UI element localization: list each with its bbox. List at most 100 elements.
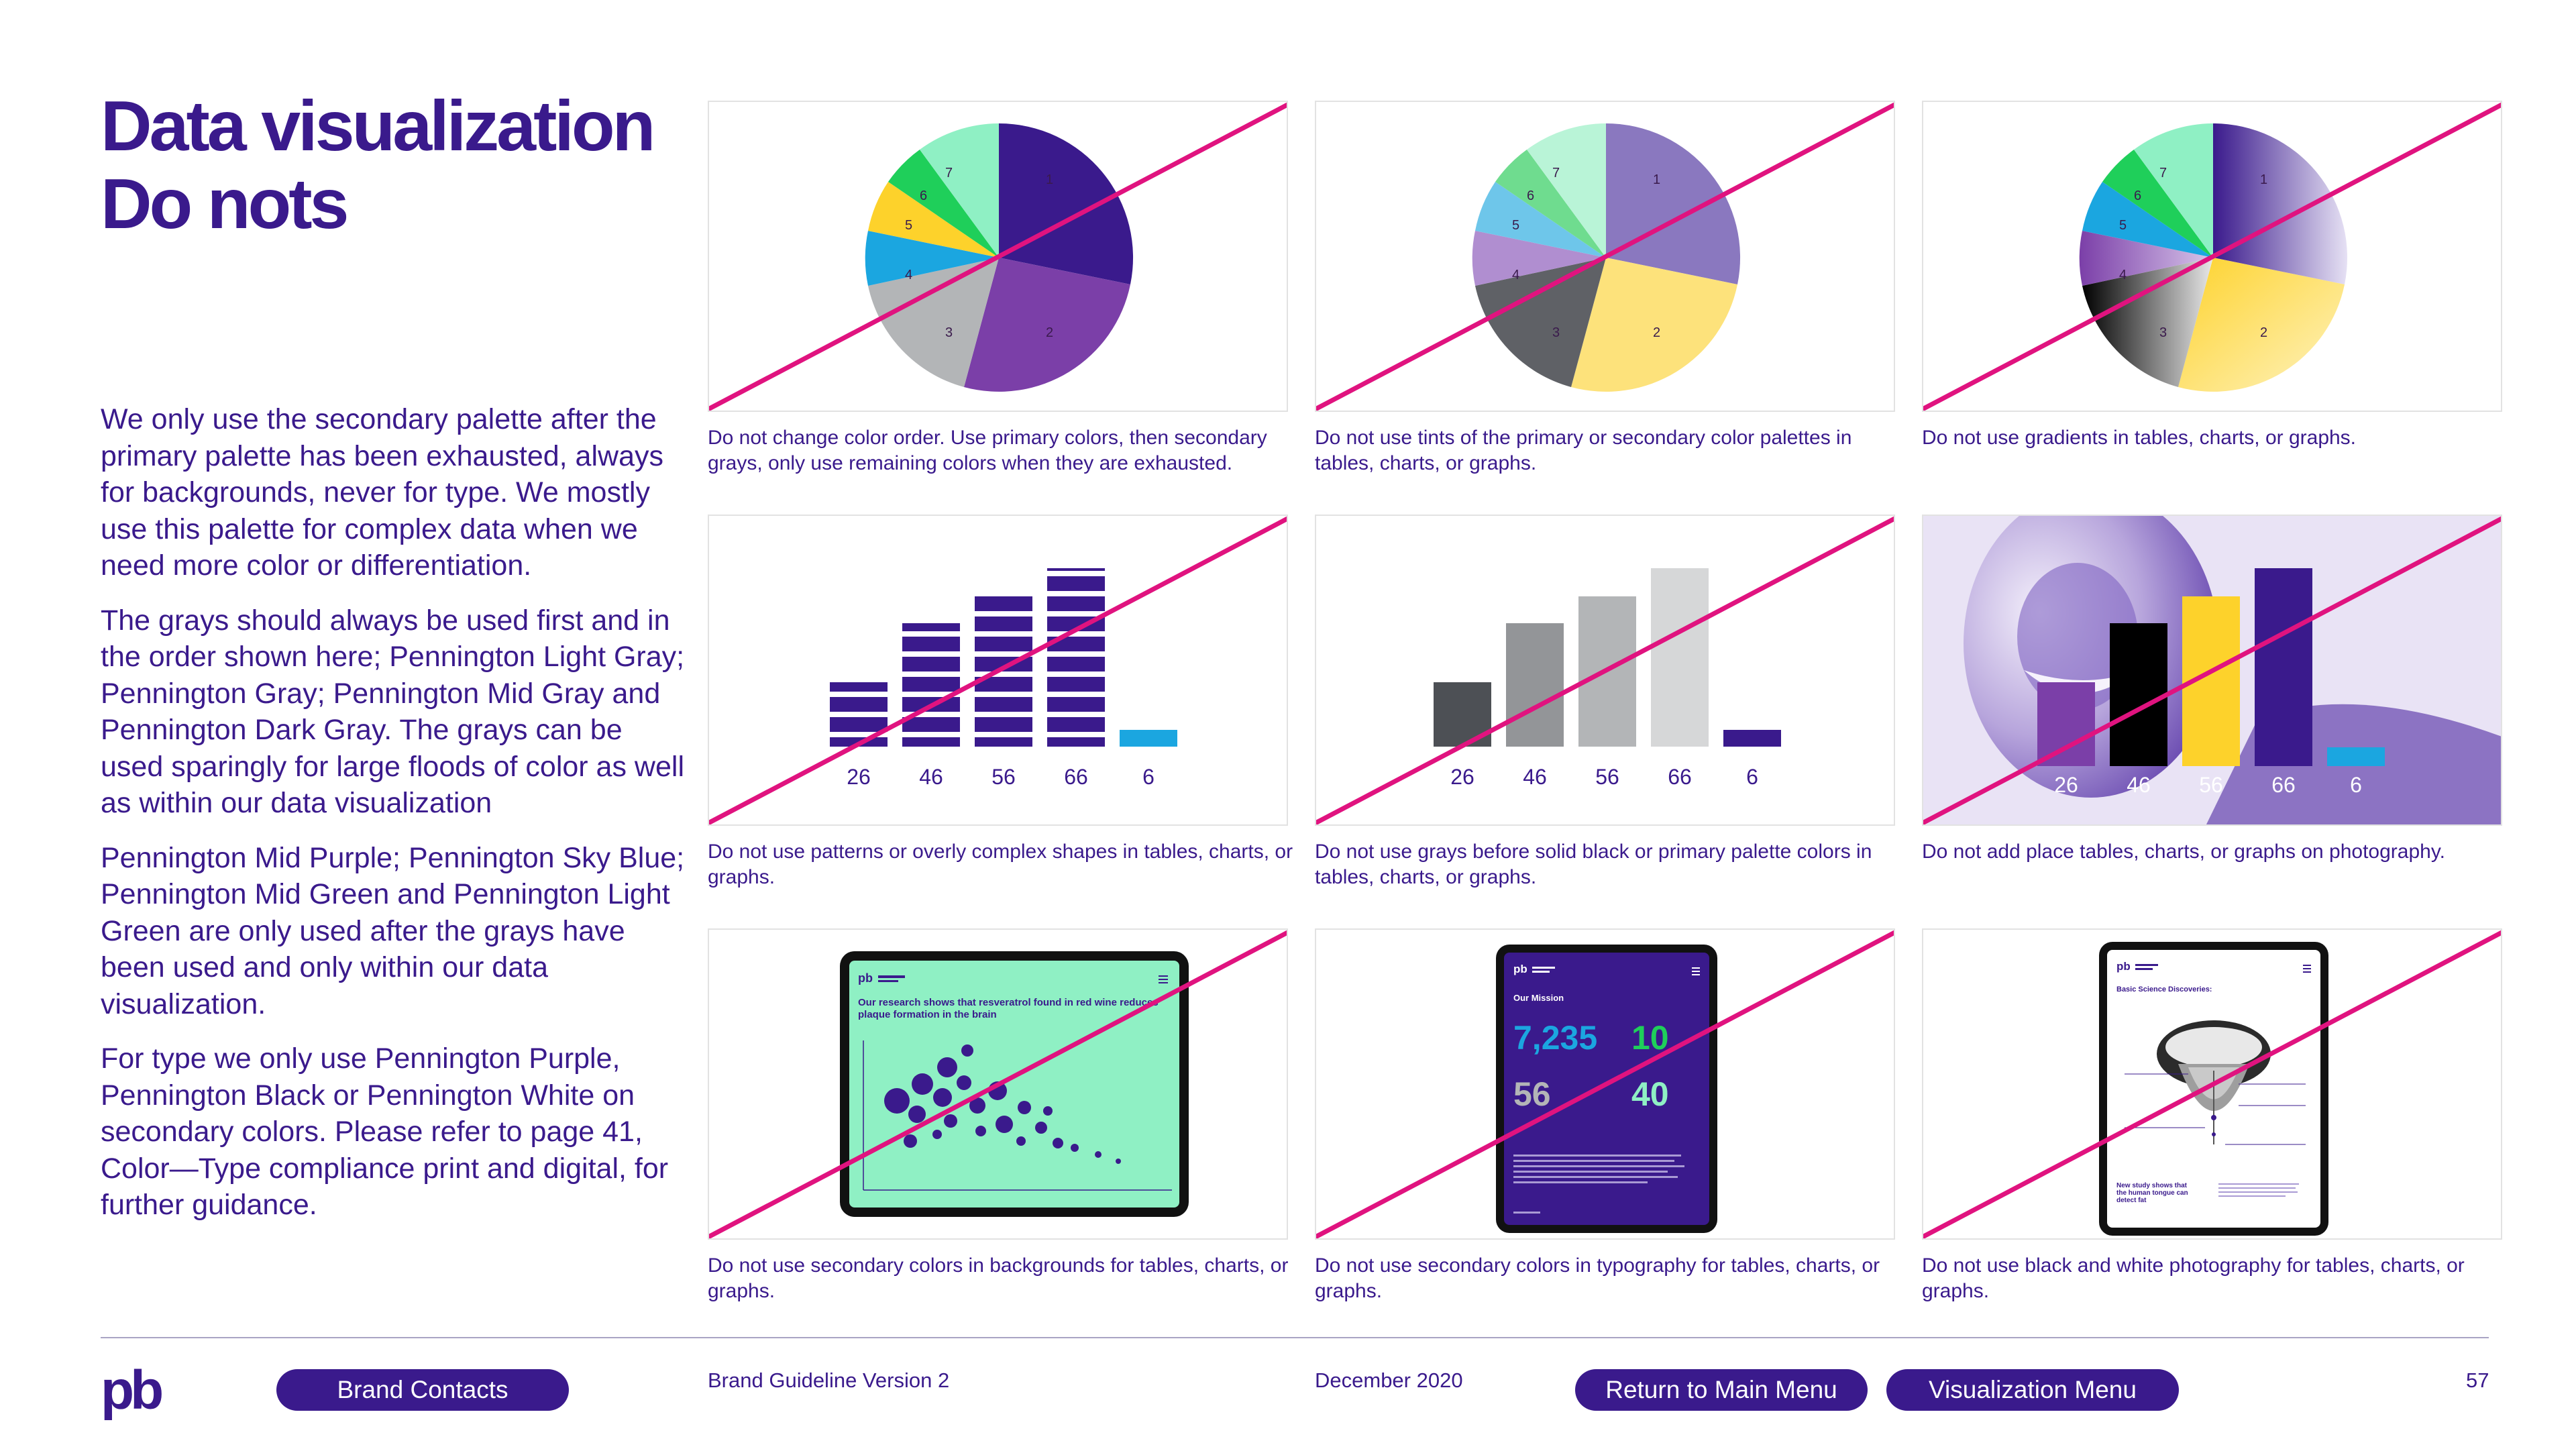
bar-label: 66 bbox=[2271, 773, 2296, 797]
example-panel-photography: 26 46 56 66 6 bbox=[1922, 515, 2502, 826]
bar-chart-on-photo: 26 46 56 66 6 bbox=[1923, 516, 2501, 824]
bar-label: 46 bbox=[1523, 765, 1547, 789]
pb-logo[interactable]: pb bbox=[101, 1360, 164, 1421]
strike-line bbox=[1316, 102, 1894, 411]
strike-line bbox=[1923, 930, 2501, 1238]
stat-value: 10 bbox=[1631, 1019, 1669, 1057]
pie-label: 1 bbox=[1653, 172, 1660, 187]
page-title: Data visualization Do nots bbox=[101, 87, 691, 243]
guideline-version: Brand Guideline Version 2 bbox=[708, 1368, 950, 1392]
bar-label: 6 bbox=[1746, 765, 1758, 789]
pie-label: 1 bbox=[1046, 172, 1053, 187]
bar-label: 66 bbox=[1668, 765, 1692, 789]
bar-label: 6 bbox=[2350, 773, 2362, 797]
publication-date: December 2020 bbox=[1315, 1368, 1463, 1392]
bar bbox=[1047, 568, 1105, 747]
bar-label: 26 bbox=[847, 765, 871, 789]
example-panel-color-order: 1 2 3 4 5 6 7 bbox=[708, 101, 1288, 412]
body-paragraph: The grays should always be used first an… bbox=[101, 604, 685, 820]
example-panel-secondary-background: pb Our research shows that resveratrol f… bbox=[708, 928, 1288, 1240]
bar-chart-grays: 26 46 56 66 6 bbox=[1316, 516, 1894, 824]
bar-label: 56 bbox=[991, 765, 1016, 789]
bar bbox=[902, 623, 960, 747]
pie-label: 6 bbox=[2134, 189, 2141, 203]
pie-label: 3 bbox=[2159, 325, 2167, 340]
example-panel-bw-photography: pb Basic Science Discoveries: New study … bbox=[1922, 928, 2502, 1240]
tablet-logo: pb bbox=[2116, 960, 2131, 973]
menu-icon bbox=[2303, 965, 2311, 973]
return-main-menu-button[interactable]: Return to Main Menu bbox=[1575, 1369, 1868, 1411]
stat-value: 56 bbox=[1513, 1075, 1551, 1113]
caption: Do not use secondary colors in typograph… bbox=[1315, 1254, 1880, 1302]
stat-value: 7,235 bbox=[1513, 1019, 1597, 1057]
bar bbox=[1120, 730, 1177, 747]
bar-label: 6 bbox=[1142, 765, 1155, 789]
bar-label: 26 bbox=[2054, 773, 2078, 797]
pie-label: 3 bbox=[945, 325, 953, 340]
pie-label: 2 bbox=[1046, 325, 1053, 340]
tablet-screen bbox=[1504, 953, 1709, 1225]
example-panel-grays-first: 26 46 56 66 6 bbox=[1315, 515, 1895, 826]
pie-label: 4 bbox=[905, 268, 912, 282]
bar bbox=[2037, 682, 2095, 766]
caption: Do not use grays before solid black or p… bbox=[1315, 841, 1872, 888]
bar bbox=[975, 596, 1032, 747]
tablet-heading: Our Mission bbox=[1513, 993, 1564, 1003]
bar-label: 26 bbox=[1450, 765, 1474, 789]
pie-label: 4 bbox=[1512, 268, 1519, 282]
pie-label: 6 bbox=[920, 189, 927, 203]
bar-label: 56 bbox=[1595, 765, 1619, 789]
bar-label: 46 bbox=[919, 765, 943, 789]
brand-contacts-button[interactable]: Brand Contacts bbox=[276, 1369, 569, 1411]
tablet-heading: Basic Science Discoveries: bbox=[2116, 985, 2212, 994]
pie-label: 4 bbox=[2119, 268, 2127, 282]
pie-label: 5 bbox=[905, 218, 912, 233]
strike-line bbox=[709, 102, 1287, 411]
tablet-heading: Our research shows that resveratrol foun… bbox=[858, 997, 1159, 1020]
title-line-1: Data visualization bbox=[101, 87, 655, 166]
menu-icon bbox=[1159, 975, 1168, 983]
body-paragraph: Pennington Mid Purple; Pennington Sky Bl… bbox=[101, 841, 685, 1020]
body-text: We only use the secondary palette after … bbox=[101, 401, 691, 1242]
visualization-menu-button[interactable]: Visualization Menu bbox=[1886, 1369, 2179, 1411]
tablet-screen bbox=[849, 961, 1179, 1208]
pie-label: 2 bbox=[1653, 325, 1660, 340]
pie-label: 7 bbox=[945, 166, 953, 180]
annotation-lines bbox=[2125, 1073, 2306, 1145]
title-line-2: Do nots bbox=[101, 164, 350, 244]
strike-line bbox=[1923, 102, 2501, 411]
footer-divider bbox=[101, 1337, 2489, 1338]
caption: Do not change color order. Use primary c… bbox=[708, 427, 1267, 474]
pie-label: 5 bbox=[1512, 218, 1519, 233]
pie-chart-tints: 1 2 3 4 5 6 7 bbox=[1316, 102, 1894, 411]
pie-chart-gradients: 1 2 3 4 5 6 7 bbox=[1923, 102, 2501, 411]
strike-line bbox=[709, 516, 1287, 824]
pie-chart-color-order: 1 2 3 4 5 6 7 bbox=[709, 102, 1287, 411]
body-paragraph: We only use the secondary palette after … bbox=[101, 403, 663, 582]
stat-value: 40 bbox=[1631, 1075, 1669, 1113]
pie-label: 1 bbox=[2260, 172, 2267, 187]
example-panel-tints: 1 2 3 4 5 6 7 bbox=[1315, 101, 1895, 412]
strike-line bbox=[1316, 930, 1894, 1238]
tablet-logo: pb bbox=[1513, 963, 1527, 975]
pie-label: 7 bbox=[1552, 166, 1560, 180]
example-panel-secondary-typography: pb Our Mission 7,235 10 56 40 bbox=[1315, 928, 1895, 1240]
strike-line bbox=[709, 930, 1287, 1238]
bar-label: 56 bbox=[2199, 773, 2223, 797]
caption: Do not use tints of the primary or secon… bbox=[1315, 427, 1852, 474]
body-lines bbox=[1513, 1155, 1684, 1214]
tablet-mockup-green: pb Our research shows that resveratrol f… bbox=[709, 930, 1287, 1238]
body-paragraph: For type we only use Pennington Purple, … bbox=[101, 1042, 669, 1221]
bar bbox=[1651, 568, 1709, 747]
bar-chart-patterns: 26 46 56 66 6 bbox=[709, 516, 1287, 824]
pie-label: 3 bbox=[1552, 325, 1560, 340]
tablet-logo: pb bbox=[858, 971, 873, 985]
bar bbox=[1506, 623, 1564, 747]
pie-label: 7 bbox=[2159, 166, 2167, 180]
tablet-mockup-bw: pb Basic Science Discoveries: New study … bbox=[1923, 930, 2501, 1238]
bar-label: 66 bbox=[1064, 765, 1088, 789]
strike-line bbox=[1923, 516, 2501, 824]
bar bbox=[830, 682, 888, 747]
bar bbox=[2255, 568, 2312, 766]
bar-label: 46 bbox=[2127, 773, 2151, 797]
